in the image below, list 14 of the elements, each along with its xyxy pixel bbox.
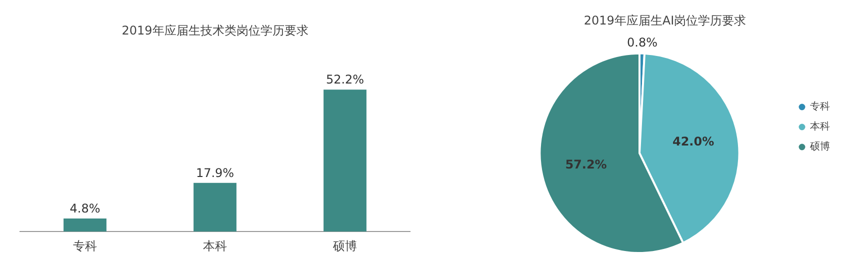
data-label: 0.8% <box>627 36 658 50</box>
data-label: 42.0% <box>672 134 714 148</box>
legend-label: 本科 <box>810 120 830 133</box>
data-label: 4.8% <box>70 202 100 216</box>
chart-title: 2019年应届生AI岗位学历要求 <box>584 13 746 28</box>
data-label: 57.2% <box>565 158 607 172</box>
x-tick-label: 专科 <box>73 238 97 253</box>
legend-label: 专科 <box>810 100 830 113</box>
legend-label: 硕博 <box>809 140 830 153</box>
x-tick-label: 硕博 <box>332 238 357 253</box>
data-label: 52.2% <box>326 72 364 87</box>
x-tick-label: 本科 <box>203 238 227 253</box>
data-label: 17.9% <box>196 166 234 180</box>
chart-title: 2019年应届生技术类岗位学历要求 <box>122 23 308 38</box>
